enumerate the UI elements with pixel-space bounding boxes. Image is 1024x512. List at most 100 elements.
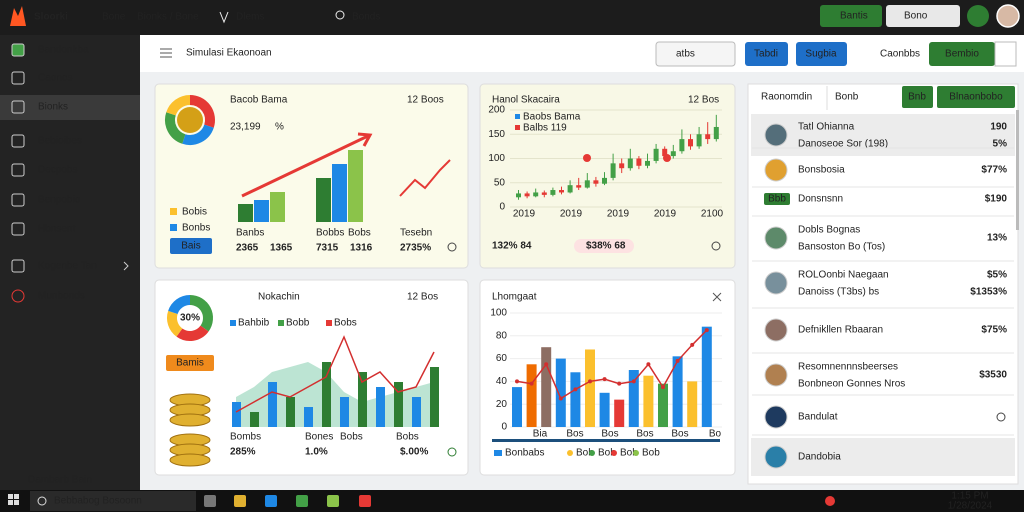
line-marker	[631, 379, 636, 384]
item-title[interactable]: Dobls Bognas	[798, 225, 860, 236]
sidebar-item[interactable]: Bionks	[38, 102, 68, 113]
card-title: Hanol Skacaira	[492, 95, 560, 106]
y-tick-label: 60	[496, 353, 508, 364]
bar	[541, 347, 552, 427]
item-title[interactable]: Bandulat	[798, 412, 838, 423]
legend-label: Balbs 119	[523, 123, 567, 134]
item-title[interactable]: Resomnennnsbeerses	[798, 362, 898, 373]
legend-label: Bonbs	[182, 223, 210, 234]
bar	[250, 412, 259, 427]
button[interactable]	[796, 42, 847, 66]
taskbar-app[interactable]	[359, 495, 371, 507]
x-tick-label: Bos	[601, 429, 618, 440]
candle-body	[541, 192, 547, 195]
dropdown[interactable]	[655, 41, 736, 67]
candle-body	[645, 160, 650, 166]
sidebar-item[interactable]: Kogenbe Tan	[38, 261, 97, 272]
line-marker	[617, 381, 622, 386]
bar	[687, 381, 698, 427]
taskbar-app[interactable]	[234, 495, 246, 507]
donut-slice	[182, 124, 214, 145]
taskbar-app[interactable]	[327, 495, 339, 507]
bar	[332, 164, 347, 222]
sidebar-item[interactable]: Hbnsent	[38, 224, 75, 235]
logo: Sloorki	[34, 12, 68, 23]
legend-swatch	[494, 450, 502, 456]
bar	[412, 397, 421, 427]
y-tick-label: 80	[496, 330, 508, 341]
button[interactable]	[929, 42, 995, 66]
tab[interactable]: Raonomdin	[761, 92, 812, 103]
bar	[658, 383, 668, 427]
search-link[interactable]: Bonds	[352, 12, 380, 23]
item-title[interactable]: Bonsbosia	[798, 165, 845, 176]
button-label: Sugbia	[805, 49, 837, 60]
donut-slice	[176, 325, 209, 341]
stat-value: 2735%	[400, 243, 431, 254]
sidebar-item[interactable]: Caonos	[38, 73, 72, 84]
item-title[interactable]: Donsnsnn	[798, 194, 843, 205]
candle-body	[524, 193, 530, 197]
taskbar-app[interactable]	[296, 495, 308, 507]
x-tick-label: Bo	[709, 429, 722, 440]
status-icon	[967, 5, 989, 27]
item-title[interactable]: Dandobia	[798, 452, 841, 463]
tab[interactable]: Bonb	[835, 92, 859, 103]
bar	[701, 326, 712, 427]
taskbar-search[interactable]	[30, 491, 196, 511]
taskbar-app[interactable]	[204, 495, 216, 507]
legend-label: Bob	[642, 448, 660, 459]
item-icon	[764, 158, 788, 182]
stat-value: $.00%	[400, 447, 428, 458]
taskbar-app[interactable]	[265, 495, 277, 507]
button[interactable]	[994, 41, 1017, 67]
donut-slice	[189, 95, 215, 128]
item-title[interactable]: Defnikllen Rbaaran	[798, 325, 883, 336]
legend-swatch	[611, 450, 617, 456]
item-subtitle: Danoiss (T3bs) bs	[798, 287, 879, 298]
sidebar-item[interactable]: Bandonkba	[38, 45, 89, 56]
y-tick-label: 100	[490, 308, 507, 319]
nav-link[interactable]: Bone	[102, 12, 126, 23]
coin	[169, 453, 211, 467]
stat-label: Bombs	[230, 432, 261, 443]
donut-slice	[168, 295, 191, 315]
item-title[interactable]: ROLOonbi Naegaan	[798, 270, 889, 281]
start-icon	[14, 494, 19, 499]
button[interactable]	[937, 86, 1015, 108]
button[interactable]	[170, 238, 212, 254]
bar	[599, 392, 610, 427]
stat-value: 7315	[316, 243, 339, 254]
trend-arrow	[241, 132, 373, 198]
button[interactable]	[166, 355, 214, 371]
sidebar-item[interactable]: Bebioibes	[38, 136, 82, 147]
button-label[interactable]: Caonbbs	[880, 49, 920, 60]
button[interactable]	[745, 42, 788, 66]
sidebar-icon	[11, 163, 25, 177]
axis-bar	[492, 439, 720, 442]
search-icon	[335, 10, 345, 20]
candle-body	[559, 190, 564, 193]
clock-time: 1:15 PM	[951, 491, 988, 502]
start-icon	[14, 500, 19, 505]
item-title[interactable]: Tatl Ohianna	[798, 122, 855, 133]
legend-label: Bobb	[286, 318, 310, 329]
donut-slice	[167, 310, 183, 337]
action-button[interactable]	[820, 5, 882, 27]
sidebar-item[interactable]: Munbonds	[38, 291, 85, 302]
nav-link[interactable]: Bionks / Bone	[137, 12, 199, 23]
donut-label: 30%	[180, 313, 200, 324]
clock-date: 1/28/2024	[948, 501, 993, 512]
button-label: Blnaonbobo	[949, 92, 1003, 103]
nav-link[interactable]: Dlems	[236, 12, 264, 23]
sidebar-item[interactable]: Benpobio	[38, 195, 81, 206]
search-box[interactable]	[886, 5, 960, 27]
bar	[570, 372, 581, 427]
stat-value: 1316	[350, 243, 373, 254]
bar	[358, 372, 367, 427]
line-marker	[646, 362, 651, 367]
legend-swatch	[515, 125, 520, 130]
sidebar-item[interactable]: Decpobs	[38, 165, 77, 176]
button[interactable]	[902, 86, 933, 108]
legend-label: Bob	[598, 448, 616, 459]
